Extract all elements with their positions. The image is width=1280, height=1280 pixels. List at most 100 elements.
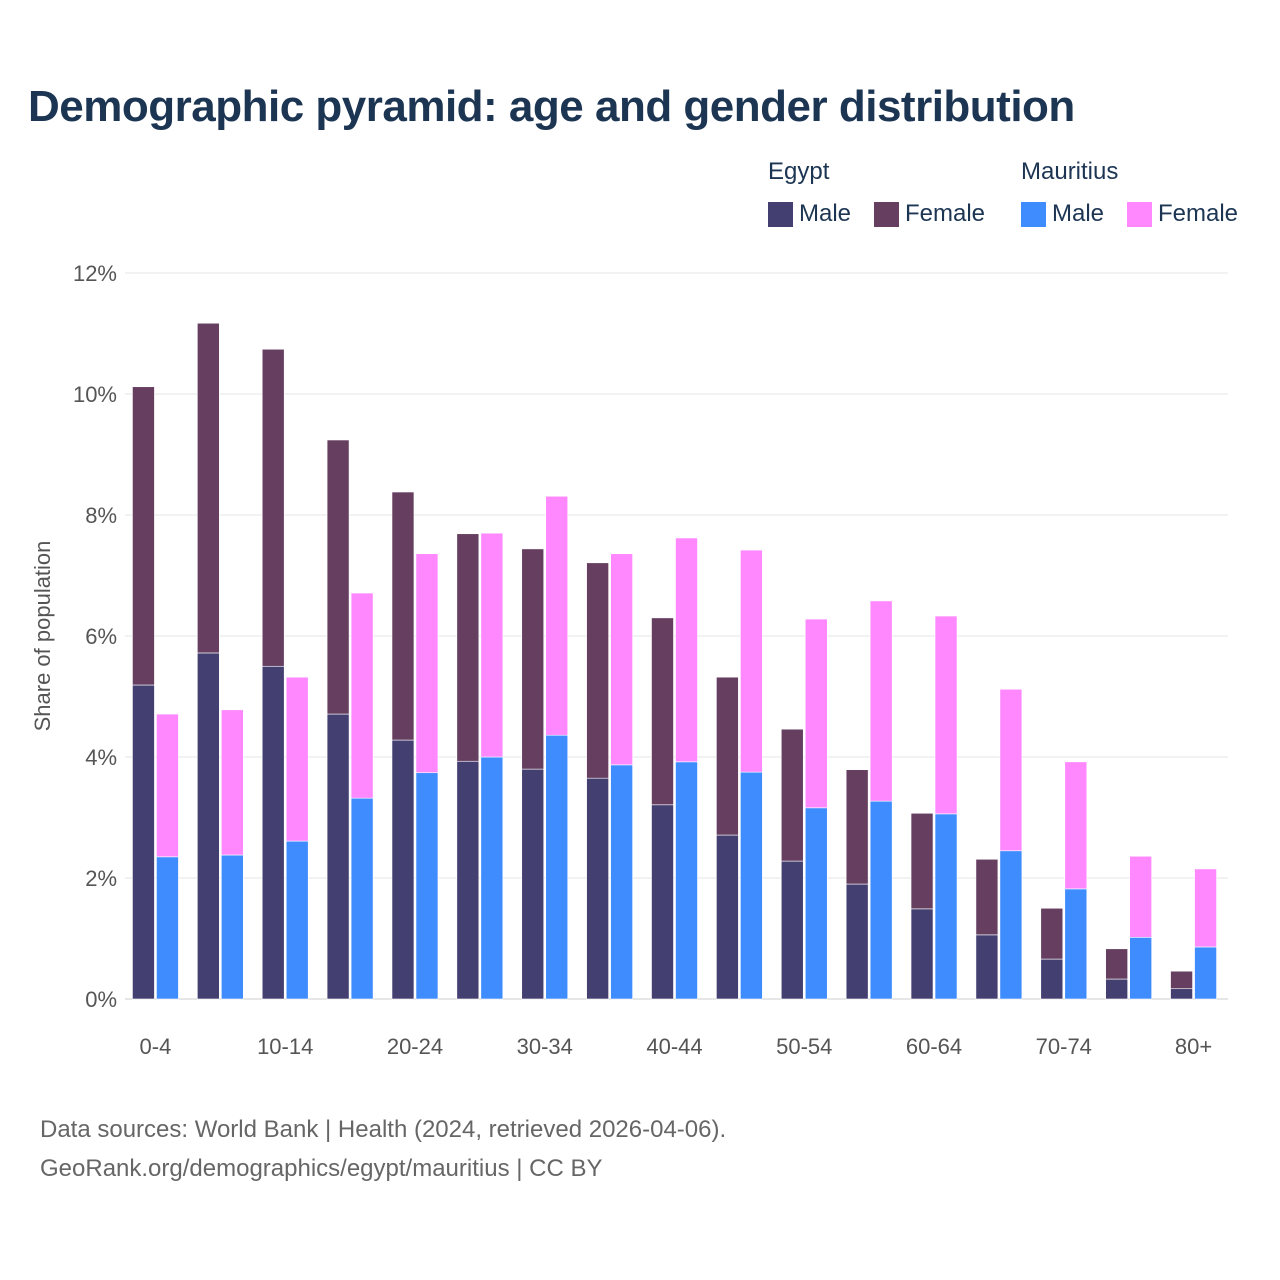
bar-egypt-male-15-19[interactable] <box>326 713 350 1000</box>
bar-egypt-male-45-49[interactable] <box>716 834 739 1000</box>
bar-mauritius-male-35-39[interactable] <box>610 764 633 1000</box>
bar-egypt-female-0-4[interactable] <box>132 386 155 686</box>
bar-mauritius-male-10-14[interactable] <box>285 840 309 1000</box>
bar-mauritius-male-75-79[interactable] <box>1129 936 1152 1000</box>
y-tick-label: 12% <box>73 261 117 286</box>
bar-egypt-female-65-69[interactable] <box>975 858 999 936</box>
legend-item-mauritius-male[interactable]: Male <box>1021 200 1104 228</box>
bar-egypt-female-35-39[interactable] <box>586 562 609 779</box>
bar-mauritius-male-70-74[interactable] <box>1064 888 1088 1000</box>
bar-mauritius-male-45-49[interactable] <box>740 771 763 1000</box>
legend-label: Male <box>1052 200 1105 227</box>
x-tick-label: 70-74 <box>1036 1034 1092 1059</box>
y-tick-label: 0% <box>85 987 117 1012</box>
bar-mauritius-female-75-79[interactable] <box>1129 855 1152 938</box>
bar-egypt-female-55-59[interactable] <box>845 769 869 885</box>
legend-swatch <box>768 201 793 227</box>
bar-egypt-female-45-49[interactable] <box>716 676 739 836</box>
bar-mauritius-female-0-4[interactable] <box>156 713 179 858</box>
bar-mauritius-female-55-59[interactable] <box>869 600 893 802</box>
legend-group-title: Mauritius <box>1021 158 1119 185</box>
bar-mauritius-female-60-64[interactable] <box>934 615 958 815</box>
bar-egypt-male-75-79[interactable] <box>1105 978 1128 1000</box>
x-tick-label: 0-4 <box>140 1034 172 1059</box>
legend-item-egypt-female[interactable]: Female <box>874 200 985 228</box>
bar-mauritius-female-70-74[interactable] <box>1064 761 1088 890</box>
bar-mauritius-male-40-44[interactable] <box>675 761 698 1000</box>
x-tick-label: 50-54 <box>776 1034 832 1059</box>
y-tick-label: 4% <box>85 745 117 770</box>
bar-egypt-male-60-64[interactable] <box>910 908 934 1000</box>
legend-group-egypt: Egypt Male Female <box>768 158 1008 227</box>
bar-mauritius-female-30-34[interactable] <box>545 495 569 736</box>
bar-mauritius-male-60-64[interactable] <box>934 813 958 1000</box>
bar-egypt-female-80+[interactable] <box>1170 970 1193 990</box>
bar-egypt-female-40-44[interactable] <box>651 617 674 806</box>
bar-mauritius-male-80+[interactable] <box>1194 946 1217 1000</box>
legend-label: Male <box>799 200 852 227</box>
bar-egypt-male-5-9[interactable] <box>197 652 220 1000</box>
x-tick-label: 60-64 <box>906 1034 962 1059</box>
legend-swatch <box>1127 201 1152 227</box>
bar-egypt-female-20-24[interactable] <box>391 491 415 741</box>
bar-mauritius-male-25-29[interactable] <box>480 756 504 1000</box>
bar-mauritius-male-65-69[interactable] <box>999 850 1023 1000</box>
bar-mauritius-female-25-29[interactable] <box>480 532 504 758</box>
bar-mauritius-male-55-59[interactable] <box>869 800 893 1000</box>
bar-egypt-male-35-39[interactable] <box>586 777 609 1000</box>
bar-egypt-male-30-34[interactable] <box>521 768 545 1000</box>
bar-mauritius-male-5-9[interactable] <box>221 854 244 1000</box>
x-tick-label: 40-44 <box>646 1034 702 1059</box>
bar-egypt-male-40-44[interactable] <box>651 804 674 1000</box>
bar-egypt-female-50-54[interactable] <box>780 728 804 862</box>
footer-sources: Data sources: World Bank | Health (2024,… <box>40 1116 727 1143</box>
bar-mauritius-female-40-44[interactable] <box>675 537 698 763</box>
bar-egypt-female-75-79[interactable] <box>1105 948 1128 980</box>
bar-egypt-female-25-29[interactable] <box>456 533 480 762</box>
bar-mauritius-female-20-24[interactable] <box>415 553 439 774</box>
bar-egypt-male-50-54[interactable] <box>780 860 804 1000</box>
bar-mauritius-female-10-14[interactable] <box>285 676 309 842</box>
bar-egypt-male-10-14[interactable] <box>261 665 285 1000</box>
x-tick-label: 10-14 <box>257 1034 313 1059</box>
bar-egypt-male-20-24[interactable] <box>391 739 415 1000</box>
bar-mauritius-female-65-69[interactable] <box>999 688 1023 852</box>
bar-mauritius-female-5-9[interactable] <box>221 709 244 856</box>
legend-item-mauritius-female[interactable]: Female <box>1127 200 1238 228</box>
x-tick-label: 30-34 <box>517 1034 573 1059</box>
bar-mauritius-female-45-49[interactable] <box>740 549 763 773</box>
bar-egypt-male-65-69[interactable] <box>975 934 999 1000</box>
legend-item-egypt-male[interactable]: Male <box>768 200 851 228</box>
x-tick-label: 80+ <box>1175 1034 1212 1059</box>
legend-label: Female <box>905 200 986 227</box>
bar-egypt-male-70-74[interactable] <box>1040 958 1064 1000</box>
bar-egypt-female-10-14[interactable] <box>261 348 285 667</box>
bar-egypt-female-30-34[interactable] <box>521 548 545 770</box>
bar-mauritius-male-15-19[interactable] <box>350 797 374 1000</box>
bar-mauritius-female-50-54[interactable] <box>804 618 828 809</box>
legend-swatch <box>1021 201 1046 227</box>
bar-egypt-male-80+[interactable] <box>1170 988 1193 1000</box>
y-tick-label: 8% <box>85 503 117 528</box>
bar-egypt-female-60-64[interactable] <box>910 812 934 910</box>
y-tick-label: 10% <box>73 382 117 407</box>
bar-mauritius-male-0-4[interactable] <box>156 856 179 1000</box>
bar-mauritius-male-50-54[interactable] <box>804 807 828 1000</box>
bar-mauritius-female-80+[interactable] <box>1194 868 1217 948</box>
legend-label: Female <box>1158 200 1239 227</box>
bar-egypt-female-5-9[interactable] <box>197 322 220 654</box>
bar-egypt-male-25-29[interactable] <box>456 760 480 1000</box>
y-tick-label: 2% <box>85 866 117 891</box>
bar-mauritius-male-30-34[interactable] <box>545 734 569 1000</box>
bar-egypt-male-0-4[interactable] <box>132 684 155 1000</box>
bar-egypt-female-70-74[interactable] <box>1040 907 1064 960</box>
footer-link[interactable]: GeoRank.org/demographics/egypt/mauritius… <box>40 1155 603 1182</box>
bar-egypt-female-15-19[interactable] <box>326 439 350 715</box>
bar-mauritius-female-35-39[interactable] <box>610 553 633 766</box>
bar-mauritius-female-15-19[interactable] <box>350 592 374 799</box>
bar-egypt-male-55-59[interactable] <box>845 883 869 1000</box>
chart-title: Demographic pyramid: age and gender dist… <box>28 82 1075 131</box>
y-tick-label: 6% <box>85 624 117 649</box>
bar-mauritius-male-20-24[interactable] <box>415 772 439 1000</box>
